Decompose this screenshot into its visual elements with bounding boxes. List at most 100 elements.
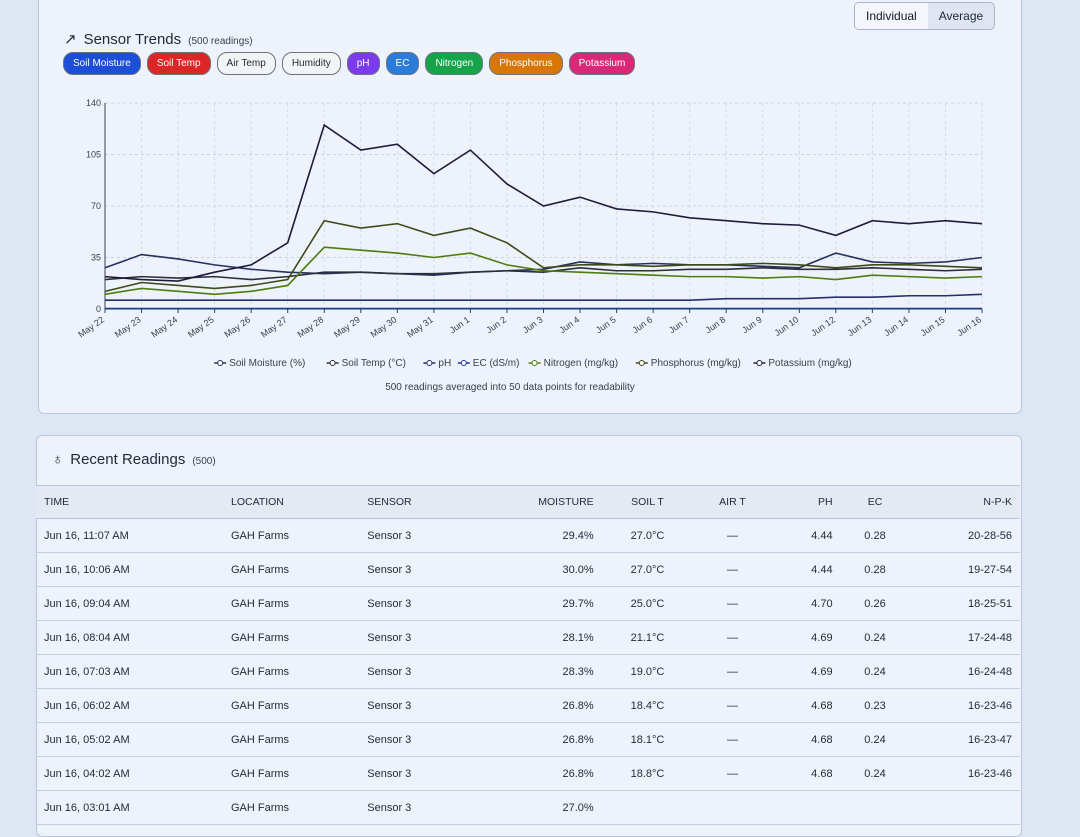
view-toggle: Individual Average	[854, 2, 996, 30]
table-row: Jun 16, 05:02 AM GAH Farms Sensor 3 26.8% 18…	[36, 722, 1020, 757]
table-cell: Jun 16, 08:04 AM	[36, 620, 223, 655]
legend-marker	[217, 360, 224, 366]
table-cell: 19-27-54	[909, 552, 1020, 587]
series-line	[104, 252, 983, 276]
readings-table: TIME LOCATION SENSOR MOISTURE SOIL T AIR T PH E…	[36, 485, 1020, 825]
table-cell: 0.24	[840, 756, 910, 791]
y-tick-label: 35	[91, 253, 101, 263]
legend-marker	[426, 360, 433, 366]
table-cell: —	[693, 688, 772, 723]
chart-subtitle: (500 readings)	[188, 36, 253, 47]
filter-pill[interactable]: EC	[385, 52, 420, 75]
filter-pill[interactable]: Air Temp	[216, 52, 276, 75]
chart-heading: ↗ Sensor Trends (500 readings)	[64, 30, 253, 48]
series-line	[104, 123, 983, 282]
table-cell: 29.4%	[470, 518, 602, 553]
filter-pill[interactable]: Nitrogen	[425, 52, 484, 75]
table-cell: 18.1°C	[601, 722, 694, 757]
legend-marker	[638, 360, 645, 366]
table-cell	[693, 790, 772, 825]
table-cell: 27.0°C	[601, 518, 694, 553]
table-row: Jun 16, 08:04 AM GAH Farms Sensor 3 28.1% 21…	[36, 620, 1020, 655]
table-cell: Sensor 3	[359, 688, 471, 723]
table-cell: 18.4°C	[601, 688, 694, 723]
filter-pill[interactable]: Soil Temp	[146, 52, 211, 75]
legend-label: Nitrogen (mg/kg)	[544, 358, 618, 369]
series-line	[104, 246, 983, 296]
table-cell: 4.69	[771, 620, 841, 655]
table-cell: GAH Farms	[222, 756, 360, 791]
column-header: SOIL T	[601, 485, 694, 519]
legend-label: Potassium (mg/kg)	[768, 358, 851, 369]
filter-pill[interactable]: Potassium	[568, 52, 636, 75]
table-cell: 25.0°C	[601, 586, 694, 621]
table-cell: 17-24-48	[909, 620, 1020, 655]
table-heading: ♁ Recent Readings (500)	[52, 451, 216, 468]
table-cell: 0.24	[840, 620, 910, 655]
table-cell: Sensor 3	[359, 790, 471, 825]
legend-marker	[531, 360, 538, 366]
legend-label: pH	[438, 358, 451, 369]
y-tick-label: 70	[91, 201, 101, 211]
legend-label: Soil Temp (°C)	[342, 358, 406, 369]
table-cell: 4.68	[771, 722, 841, 757]
legend-label: EC (dS/m)	[473, 358, 520, 369]
table-cell: 30.0%	[470, 552, 602, 587]
x-tick-label: May 31	[405, 314, 435, 339]
table-cell: 27.0%	[470, 790, 602, 825]
x-tick-label: Jun 13	[846, 314, 874, 338]
filter-pills: Soil Moisture Soil Temp Air Temp Humidity pH…	[63, 52, 636, 75]
table-cell: Jun 16, 06:02 AM	[36, 688, 223, 723]
table-cell: Jun 16, 09:04 AM	[36, 586, 223, 621]
table-cell: Sensor 3	[359, 518, 471, 553]
table-cell: Sensor 3	[359, 552, 471, 587]
table-cell: 4.70	[771, 586, 841, 621]
y-tick-label: 140	[86, 98, 101, 108]
x-tick-label: Jun 10	[773, 314, 801, 338]
table-cell: —	[693, 518, 772, 553]
table-cell: 4.68	[771, 756, 841, 791]
table-cell: —	[693, 586, 772, 621]
table-cell: 20-28-56	[909, 518, 1020, 553]
table-cell: 4.68	[771, 688, 841, 723]
table-cell: 0.24	[840, 722, 910, 757]
legend-label: Soil Moisture (%)	[229, 358, 305, 369]
table-cell: 18.8°C	[601, 756, 694, 791]
filter-pill[interactable]: Soil Moisture	[63, 52, 141, 75]
toggle-average[interactable]: Average	[938, 9, 984, 23]
table-cell: 0.28	[840, 552, 910, 587]
table-cell: Sensor 3	[359, 654, 471, 689]
filter-pill[interactable]: Humidity	[281, 52, 341, 75]
toggle-individual[interactable]: Individual	[855, 3, 928, 29]
table-cell	[909, 790, 1020, 825]
table-row: Jun 16, 07:03 AM GAH Farms Sensor 3 28.3% 19…	[36, 654, 1020, 689]
legend-label: Phosphorus (mg/kg)	[651, 358, 741, 369]
column-header: LOCATION	[222, 485, 360, 519]
table-row: Jun 16, 03:01 AM GAH Farms Sensor 3 27.0%	[36, 790, 1020, 825]
table-row: Jun 16, 06:02 AM GAH Farms Sensor 3 26.8% 18…	[36, 688, 1020, 723]
table-cell: 21.1°C	[601, 620, 694, 655]
table-cell	[840, 790, 910, 825]
filter-pill[interactable]: Phosphorus	[489, 52, 563, 75]
table-cell: GAH Farms	[222, 518, 360, 553]
readings-icon: ♁	[52, 451, 64, 468]
table-cell: 19.0°C	[601, 654, 694, 689]
table-cell: —	[693, 756, 772, 791]
table-title: Recent Readings	[70, 451, 186, 468]
table-cell: 28.1%	[470, 620, 602, 655]
table-cell: GAH Farms	[222, 552, 360, 587]
table-cell: Jun 16, 10:06 AM	[36, 552, 223, 587]
series-line	[105, 293, 983, 301]
x-tick-label: Jun 14	[882, 314, 910, 338]
filter-pill[interactable]: pH	[346, 52, 380, 75]
column-header: N-P-K	[909, 485, 1020, 519]
legend-marker	[329, 360, 336, 366]
table-cell: 27.0°C	[601, 552, 694, 587]
x-tick-label: Jun 7	[667, 314, 691, 335]
table-cell: 0.24	[840, 654, 910, 689]
table-cell: Sensor 3	[359, 620, 471, 655]
table-cell: —	[693, 654, 772, 689]
x-tick-label: Jun 16	[955, 314, 983, 338]
legend-marker	[460, 360, 467, 366]
column-header: AIR T	[693, 485, 772, 519]
